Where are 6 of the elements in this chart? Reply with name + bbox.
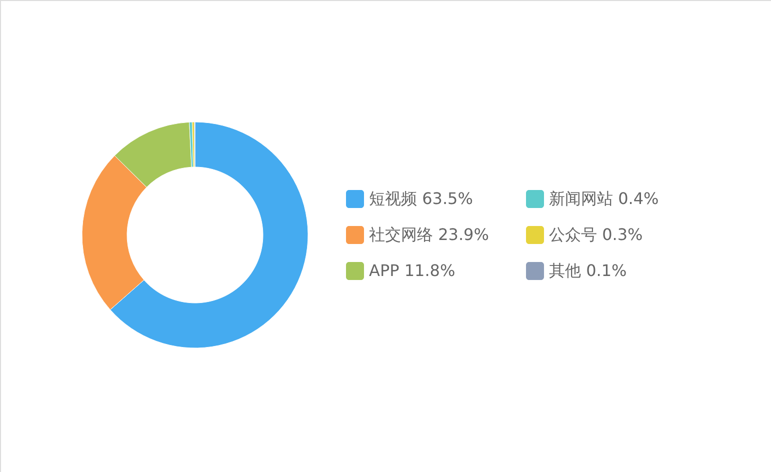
legend-label: 新闻网站 0.4% — [549, 189, 659, 208]
legend-label: 短视频 63.5% — [369, 189, 473, 208]
legend-label: 社交网络 23.9% — [369, 225, 489, 244]
legend-label: 公众号 0.3% — [549, 225, 643, 244]
legend-label: APP 11.8% — [369, 261, 456, 280]
legend-label: 其他 0.1% — [549, 261, 627, 280]
